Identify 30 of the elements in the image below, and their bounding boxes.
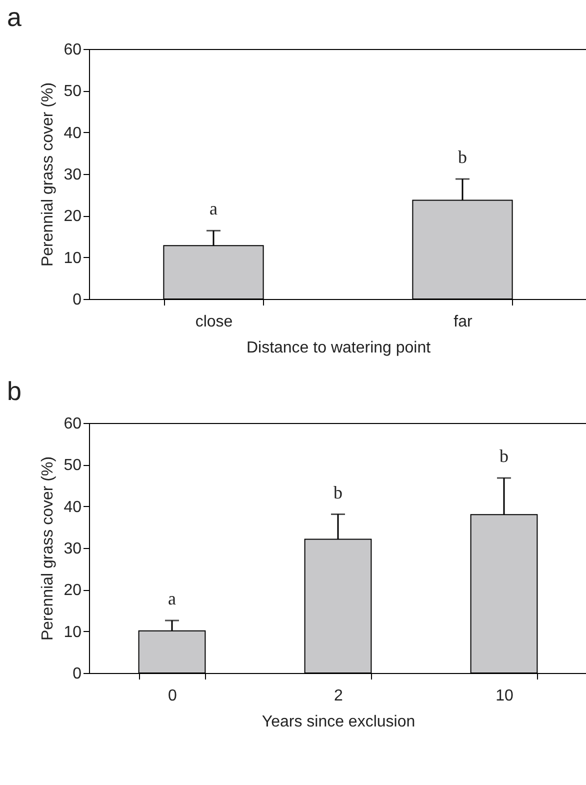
y-tick-label: 0 <box>72 292 82 308</box>
annotation: b <box>334 482 342 502</box>
y-tick-label: 40 <box>64 498 82 516</box>
y-tick-label: 10 <box>64 624 82 641</box>
annotation: a <box>168 588 176 608</box>
y-tick-label: 30 <box>64 166 82 184</box>
y-tick-label: 30 <box>64 540 82 558</box>
y-tick-label: 60 <box>64 416 82 432</box>
x-axis-title: Years since exclusion <box>262 714 416 730</box>
y-axis-title: Perennial grass cover (%) <box>40 82 57 267</box>
x-tick-label: 0 <box>168 688 178 704</box>
annotation: a <box>210 198 218 219</box>
y-tick-label: 50 <box>64 457 82 474</box>
annotation: b <box>500 446 508 466</box>
y-tick-label: 50 <box>64 83 82 100</box>
x-tick-label: 2 <box>334 688 344 704</box>
y-tick-label: 20 <box>64 582 82 600</box>
chart-title: a <box>7 2 22 32</box>
y-axis-title: Perennial grass cover (%) <box>40 456 57 641</box>
y-tick-label: 0 <box>72 666 82 682</box>
y-tick-label: 40 <box>64 124 82 142</box>
y-tick-label: 10 <box>64 250 82 267</box>
annotation: b <box>458 147 467 167</box>
x-tick-label: 10 <box>496 688 514 704</box>
chart-title: b <box>7 376 22 406</box>
x-tick-label: far <box>454 314 474 330</box>
x-axis-title: Distance to watering point <box>246 340 432 356</box>
y-tick-label: 60 <box>64 42 82 58</box>
y-tick-label: 20 <box>64 208 82 226</box>
x-tick-label: close <box>195 314 233 330</box>
